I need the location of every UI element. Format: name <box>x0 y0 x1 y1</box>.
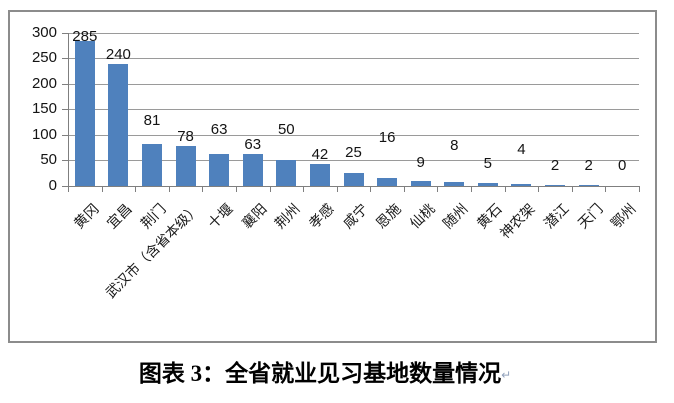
x-axis-tick-mark <box>403 186 405 192</box>
bar <box>108 63 129 186</box>
x-axis-tick-mark <box>235 186 237 192</box>
x-axis-tick-mark <box>101 186 103 192</box>
bar-value-label: 2 <box>550 156 560 174</box>
y-axis-tick-mark <box>62 185 68 187</box>
y-axis-tick-mark <box>62 83 68 85</box>
x-axis-tick-mark <box>202 186 204 192</box>
x-axis-tick-mark <box>639 186 640 192</box>
bar <box>377 177 398 186</box>
bar-value-label: 42 <box>311 146 329 164</box>
bar <box>511 183 532 186</box>
y-axis-tick-mark <box>62 134 68 136</box>
bar <box>209 153 230 186</box>
x-axis-tick-mark <box>538 186 540 192</box>
gridline <box>69 83 639 85</box>
paragraph-mark-icon: ↵ <box>501 368 512 382</box>
bar <box>410 181 431 186</box>
chart-caption: 图表 3：全省就业见习基地数量情况↵ <box>0 360 662 389</box>
bar-value-label: 5 <box>483 155 493 173</box>
y-axis-line <box>68 33 69 186</box>
y-axis-tick-label: 200 <box>31 74 57 92</box>
bar <box>276 160 297 186</box>
y-axis-tick-mark <box>62 160 68 162</box>
bar-value-label: 63 <box>210 120 228 138</box>
bar-value-label: 8 <box>450 136 459 154</box>
x-axis-tick-mark <box>471 186 473 192</box>
bar-value-label: 81 <box>143 112 161 130</box>
x-axis-tick-mark <box>437 186 439 192</box>
x-axis-line <box>68 185 640 187</box>
gridline <box>69 160 639 162</box>
x-axis-tick-mark <box>605 186 607 192</box>
x-axis-tick-mark <box>269 186 271 192</box>
y-axis-tick-label: 300 <box>31 24 57 41</box>
gridline <box>69 109 639 111</box>
bar <box>141 144 162 186</box>
bar <box>242 153 263 186</box>
y-axis-tick-label: 250 <box>31 49 57 67</box>
y-axis-tick-label: 100 <box>31 125 57 143</box>
y-axis-tick-mark <box>62 33 68 34</box>
x-axis-tick-mark <box>303 186 305 192</box>
bar-value-label: 63 <box>244 135 262 153</box>
bar-value-label: 25 <box>345 143 362 161</box>
bar <box>477 183 498 186</box>
y-axis-tick-mark <box>62 58 68 60</box>
bar-value-label: 78 <box>177 127 194 145</box>
bar-value-label: 9 <box>416 154 425 172</box>
y-axis-tick-label: 50 <box>40 151 57 169</box>
bar <box>343 172 364 186</box>
x-axis-tick-mark <box>68 186 69 192</box>
bar-value-label: 50 <box>277 121 295 139</box>
x-axis-tick-mark <box>168 186 170 192</box>
bar <box>444 181 465 186</box>
bar-value-label: 4 <box>517 140 526 158</box>
y-axis-tick-label: 150 <box>31 100 57 118</box>
bar <box>309 164 330 186</box>
x-axis-tick-mark <box>336 186 338 192</box>
x-axis-tick-mark <box>504 186 506 192</box>
bar-value-label: 2 <box>584 156 593 174</box>
bar <box>578 184 599 186</box>
gridline <box>69 58 639 60</box>
bar-value-label: 240 <box>105 45 131 63</box>
bar-value-label: 285 <box>72 27 98 45</box>
bar-value-label: 16 <box>378 128 396 146</box>
gridline <box>69 134 639 136</box>
chart-caption-text: 图表 3：全省就业见习基地数量情况 <box>138 361 502 386</box>
bar <box>545 184 566 186</box>
bar <box>74 40 95 186</box>
x-axis-tick-mark <box>370 186 372 192</box>
y-axis-tick-mark <box>62 109 68 111</box>
x-axis-tick-mark <box>571 186 573 192</box>
bar-value-label: 0 <box>618 156 627 174</box>
x-axis-tick-mark <box>135 186 137 192</box>
y-axis-tick-label: 0 <box>48 176 57 194</box>
bar <box>175 145 196 186</box>
gridline <box>69 33 639 34</box>
